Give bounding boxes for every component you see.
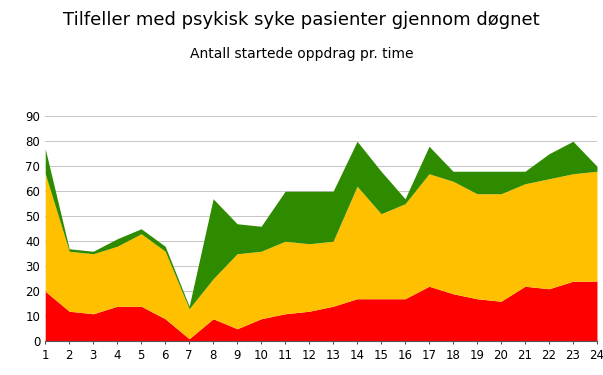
Text: Tilfeller med psykisk syke pasienter gjennom døgnet: Tilfeller med psykisk syke pasienter gje…	[63, 11, 540, 29]
Text: Antall startede oppdrag pr. time: Antall startede oppdrag pr. time	[190, 47, 413, 61]
